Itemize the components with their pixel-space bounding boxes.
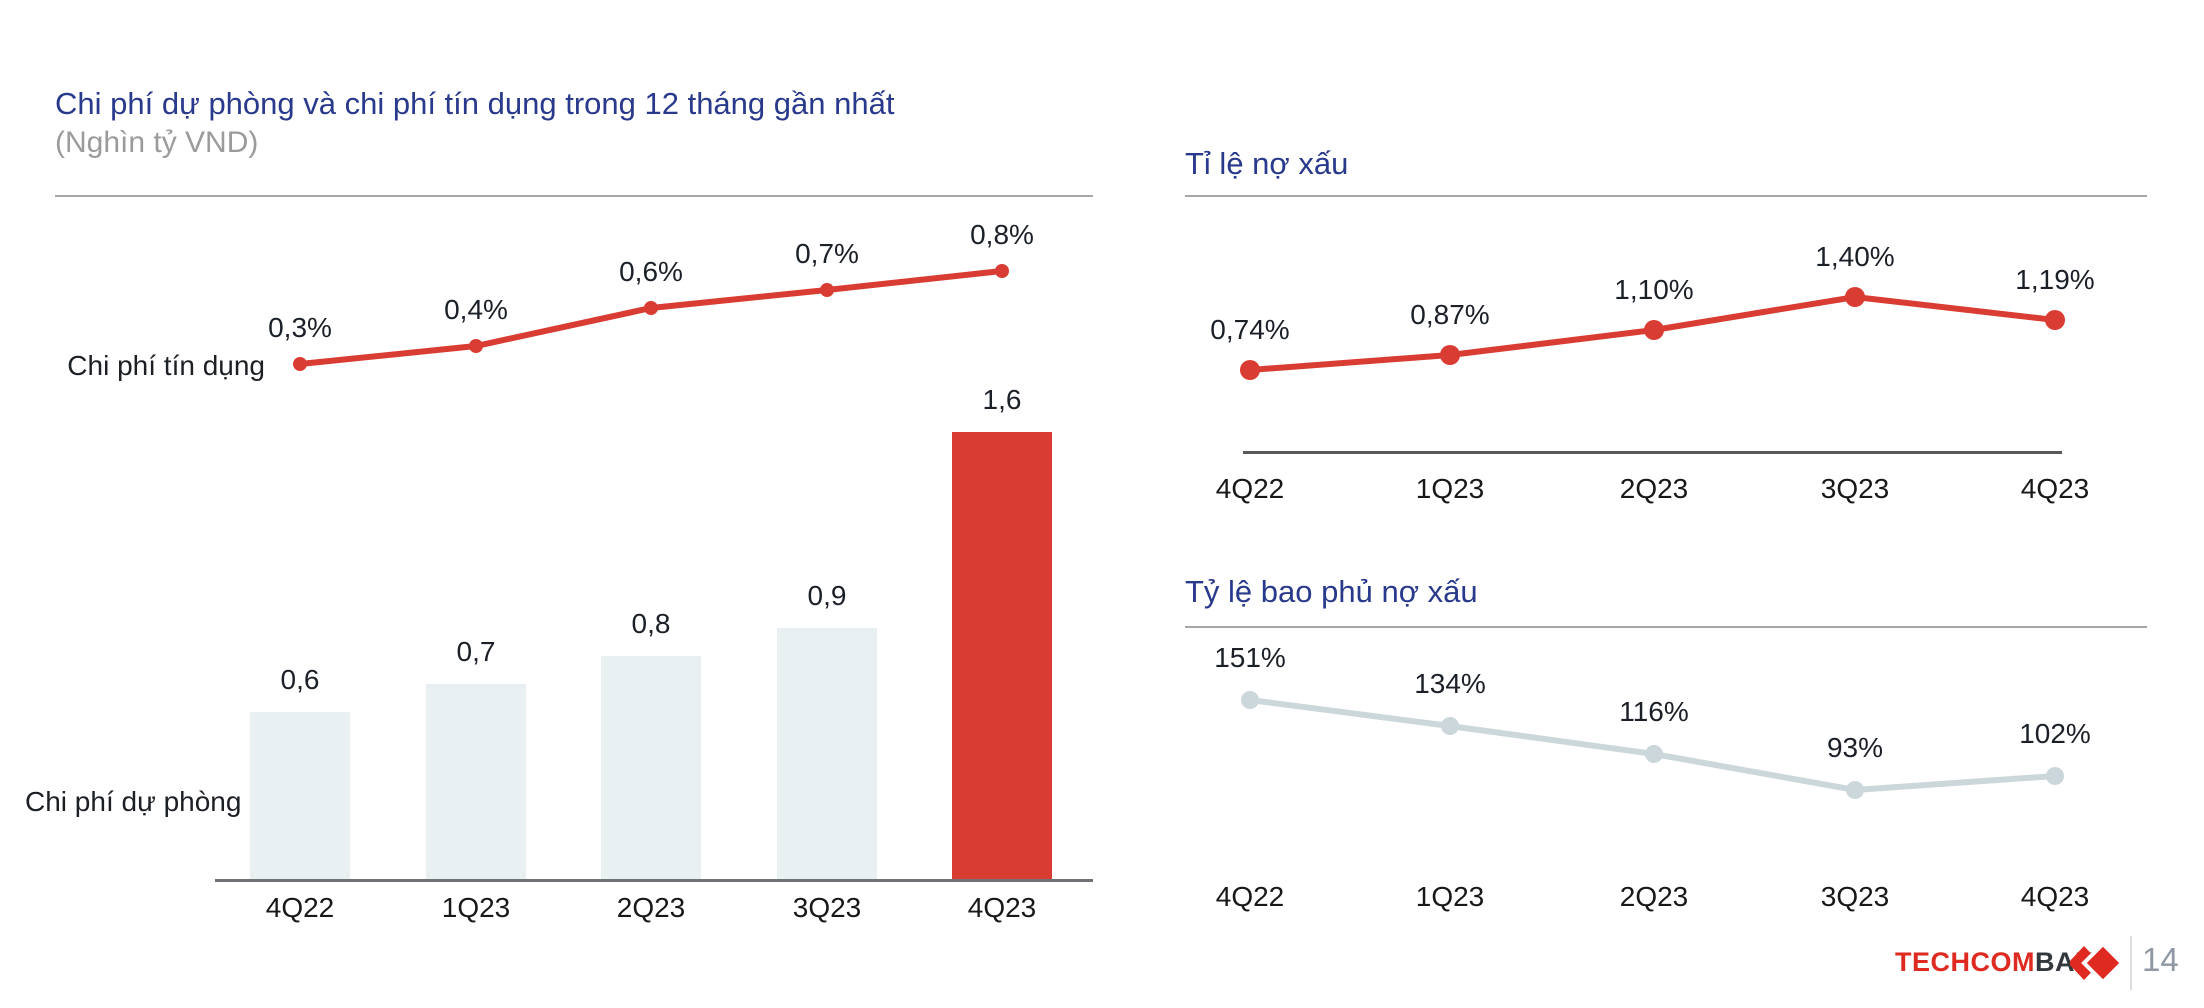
x-tick-label: 4Q23 xyxy=(967,892,1037,923)
line-value-label: 0,87% xyxy=(1410,299,1490,330)
bar-value-label: 1,6 xyxy=(982,384,1022,415)
line-value-label: 0,4% xyxy=(444,294,508,325)
x-tick-label: 4Q23 xyxy=(2020,473,2090,504)
x-tick-label: 2Q23 xyxy=(616,892,686,923)
line-value-label: 0,8% xyxy=(970,219,1034,250)
data-point xyxy=(820,283,834,297)
x-tick-label: 3Q23 xyxy=(792,892,862,923)
x-tick-label: 2Q23 xyxy=(1619,473,1689,504)
x-tick-label: 1Q23 xyxy=(1415,473,1485,504)
chart3-title-rule xyxy=(1185,626,2147,628)
data-point xyxy=(1645,745,1663,763)
bar-value-label: 0,9 xyxy=(807,580,847,611)
x-tick-label: 2Q23 xyxy=(1619,881,1689,912)
line-value-label: 102% xyxy=(2019,718,2091,749)
chart2-x-axis xyxy=(1243,451,2062,454)
line-value-label: 116% xyxy=(1619,696,1689,727)
bar-4Q23 xyxy=(952,432,1052,880)
x-tick-label: 4Q23 xyxy=(2020,881,2090,912)
data-point xyxy=(995,264,1009,278)
data-point xyxy=(469,339,483,353)
data-point xyxy=(1845,287,1865,307)
chart2-title: Tỉ lệ nợ xấu xyxy=(1185,146,1349,181)
bar-value-label: 0,6 xyxy=(280,664,320,695)
x-tick-label: 4Q22 xyxy=(265,892,335,923)
data-point xyxy=(1241,691,1259,709)
data-point xyxy=(2045,310,2065,330)
chart1-x-axis xyxy=(215,879,1093,882)
x-tick-label: 3Q23 xyxy=(1820,473,1890,504)
page-number: 14 xyxy=(2142,941,2179,978)
line-value-label: 0,6% xyxy=(619,256,683,287)
series-line xyxy=(1247,293,2058,373)
bar-2Q23 xyxy=(601,656,701,880)
footer-divider xyxy=(2130,936,2132,990)
chart3-title: Tỷ lệ bao phủ nợ xấu xyxy=(1185,574,1478,609)
chart1-title-rule xyxy=(55,195,1093,197)
data-point xyxy=(1644,320,1664,340)
data-point xyxy=(1846,781,1864,799)
data-point xyxy=(1240,360,1260,380)
bar-value-label: 0,8 xyxy=(631,608,671,639)
x-tick-label: 1Q23 xyxy=(441,892,511,923)
chart1-bar-series-label: Chi phí dự phòng xyxy=(25,786,242,817)
line-value-label: 1,19% xyxy=(2015,264,2095,295)
techcombank-gem-icon xyxy=(2070,942,2120,984)
line-value-label: 1,10% xyxy=(1614,274,1694,305)
bar-3Q23 xyxy=(777,628,877,880)
line-value-label: 93% xyxy=(1826,732,1884,763)
bar-4Q22 xyxy=(250,712,350,880)
line-value-label: 0,7% xyxy=(795,238,859,269)
data-point xyxy=(1441,717,1459,735)
x-tick-label: 4Q22 xyxy=(1215,881,1285,912)
line-value-label: 0,74% xyxy=(1210,314,1290,345)
chart2-title-rule xyxy=(1185,195,2147,197)
logo-text-red: TECHCOM xyxy=(1895,947,2035,977)
data-point xyxy=(644,301,658,315)
data-point xyxy=(2046,767,2064,785)
data-point xyxy=(1440,345,1460,365)
data-point xyxy=(293,357,307,371)
x-tick-label: 1Q23 xyxy=(1415,881,1485,912)
bar-1Q23 xyxy=(426,684,526,880)
chart1-subtitle: (Nghìn tỷ VND) xyxy=(55,126,259,159)
line-value-label: 151% xyxy=(1214,642,1286,673)
x-tick-label: 4Q22 xyxy=(1215,473,1285,504)
chart1-title: Chi phí dự phòng và chi phí tín dụng tro… xyxy=(55,86,895,121)
line-value-label: 134% xyxy=(1414,668,1486,699)
line-value-label: 0,3% xyxy=(268,312,332,343)
line-value-label: 1,40% xyxy=(1815,241,1895,272)
chart1-line-series-label: Chi phí tín dụng xyxy=(67,350,265,381)
x-tick-label: 3Q23 xyxy=(1820,881,1890,912)
bar-value-label: 0,7 xyxy=(456,636,496,667)
